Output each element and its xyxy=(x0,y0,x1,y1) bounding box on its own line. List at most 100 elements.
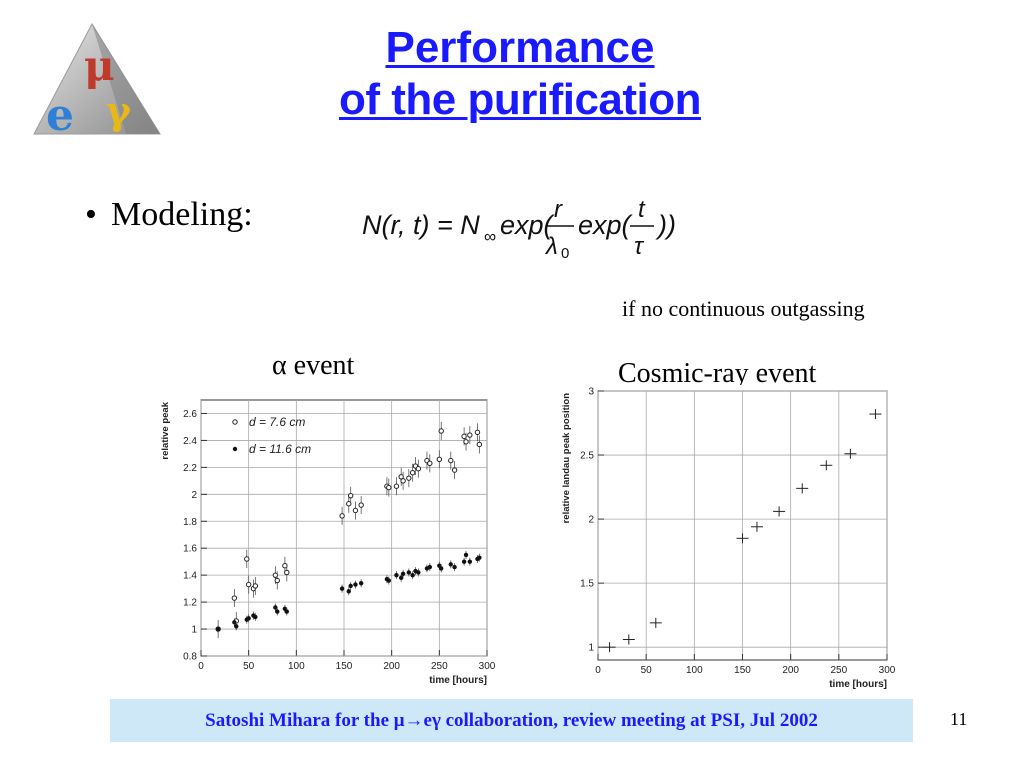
data-point-open xyxy=(400,478,406,484)
data-point-open xyxy=(474,429,481,436)
data-point-open xyxy=(409,470,416,476)
svg-text:τ: τ xyxy=(634,233,645,260)
footer-bar: Satoshi Mihara for the μ→eγ collaboratio… xyxy=(110,699,913,742)
model-formula: N(r, t) = N ∞ exp( r λ 0 exp( t τ )) xyxy=(362,190,742,262)
y-axis-label: relative peak xyxy=(160,401,171,459)
svg-text:exp(: exp( xyxy=(500,210,556,240)
data-point-open xyxy=(284,569,290,576)
alpha-event-chart: 0 50 100 150 200 250 300 0.8 1 1.2 1.4 1.6 1.8 2 2.2 2.… xyxy=(155,382,500,694)
y-tick-label: 0.8 xyxy=(183,652,197,663)
logo-mu: μ xyxy=(84,41,115,90)
legend-marker-filled xyxy=(232,446,238,452)
data-point-filled xyxy=(427,564,432,570)
data-point-filled xyxy=(275,609,280,614)
x-tick-label: 200 xyxy=(383,661,400,672)
data-point-open xyxy=(347,492,354,499)
x-tick-label: 100 xyxy=(686,665,703,676)
bullet-text: Modeling: xyxy=(111,196,253,233)
data-point-open xyxy=(438,428,444,434)
data-point-filled xyxy=(215,626,221,632)
data-point-open xyxy=(244,556,250,562)
logo-gamma: γ xyxy=(106,88,132,133)
y-tick-label: 1.6 xyxy=(183,544,197,555)
data-point-filled xyxy=(234,624,239,629)
data-point-open xyxy=(463,439,469,445)
data-point-filled xyxy=(399,575,404,581)
cosmic-chart-title: Cosmic-ray event xyxy=(618,358,817,389)
y-tick-label: 1 xyxy=(191,625,197,636)
data-point-filled xyxy=(467,559,473,564)
x-tick-label: 50 xyxy=(243,661,255,672)
x-tick-label: 200 xyxy=(782,665,799,676)
x-tick-label: 250 xyxy=(830,665,847,676)
footer-text: Satoshi Mihara for the μ→eγ collaboratio… xyxy=(205,709,818,731)
x-tick-label: 300 xyxy=(879,665,896,676)
data-point-open xyxy=(352,507,359,514)
x-tick-label: 250 xyxy=(431,661,448,672)
x-axis-label: time [hours] xyxy=(829,679,887,690)
svg-text:r: r xyxy=(554,196,563,223)
data-point-filled xyxy=(348,583,353,589)
data-point-filled xyxy=(358,581,364,586)
y-axis-label: relative landau peak position xyxy=(561,393,572,524)
y-tick-label: 1.4 xyxy=(183,571,197,582)
x-tick-label: 100 xyxy=(288,661,305,672)
y-tick-label: 1 xyxy=(588,643,594,654)
svg-text:∞: ∞ xyxy=(484,227,496,246)
svg-text:0: 0 xyxy=(561,245,569,260)
legend-label: d = 7.6 cm xyxy=(249,415,305,429)
data-point-open xyxy=(393,483,400,489)
y-tick-label: 2.6 xyxy=(183,409,197,420)
data-point-filled xyxy=(477,555,482,560)
data-point-filled xyxy=(400,571,406,577)
data-point-filled xyxy=(386,578,392,583)
bullet-modeling: • Modeling: xyxy=(85,196,253,234)
y-tick-label: 1.5 xyxy=(580,579,594,590)
y-tick-label: 2.4 xyxy=(183,436,197,447)
data-point-filled xyxy=(253,614,258,620)
slide-title: Performance of the purification xyxy=(250,22,790,126)
x-tick-label: 0 xyxy=(198,661,204,672)
data-point-open xyxy=(245,581,252,588)
data-point-filled xyxy=(232,620,237,625)
y-tick-label: 1.8 xyxy=(183,517,197,528)
data-point-filled xyxy=(410,572,415,578)
legend-label: d = 11.6 cm xyxy=(249,442,311,456)
data-point-open xyxy=(415,466,422,472)
data-point-open xyxy=(231,595,238,601)
svg-text:N(r, t) = N: N(r, t) = N xyxy=(362,210,480,240)
data-point-open xyxy=(451,467,458,473)
logo-e: e xyxy=(46,90,74,140)
x-tick-label: 0 xyxy=(595,665,601,676)
y-tick-label: 2.5 xyxy=(580,451,594,462)
y-tick-label: 2.2 xyxy=(183,463,197,474)
data-point-filled xyxy=(448,562,453,567)
data-point-open xyxy=(339,513,345,519)
svg-text:exp(: exp( xyxy=(578,210,634,240)
data-point-open xyxy=(406,475,412,481)
x-tick-label: 300 xyxy=(479,661,496,672)
data-point-open xyxy=(427,460,433,467)
data-point-filled xyxy=(346,589,351,594)
data-point-filled xyxy=(246,616,251,621)
data-point-open xyxy=(436,456,443,462)
data-point-filled xyxy=(416,570,421,575)
title-line-2: of the purification xyxy=(338,75,702,124)
data-point-filled xyxy=(439,566,444,571)
data-point-filled xyxy=(452,564,457,570)
outgassing-note: if no continuous outgassing xyxy=(622,296,865,321)
data-point-filled xyxy=(353,582,358,587)
data-point-filled xyxy=(284,609,289,614)
data-point-filled xyxy=(394,572,399,578)
data-point-filled xyxy=(273,605,278,610)
svg-text:)): )) xyxy=(655,210,676,240)
alpha-chart-title: α event xyxy=(272,350,355,381)
y-tick-label: 2 xyxy=(588,515,594,526)
data-point-open xyxy=(448,457,454,464)
data-point-filled xyxy=(406,570,412,575)
y-tick-label: 3 xyxy=(588,387,594,398)
data-point-open xyxy=(467,432,473,438)
page-number: 11 xyxy=(950,709,968,729)
x-tick-label: 50 xyxy=(641,665,653,676)
x-axis-label: time [hours] xyxy=(429,675,487,686)
